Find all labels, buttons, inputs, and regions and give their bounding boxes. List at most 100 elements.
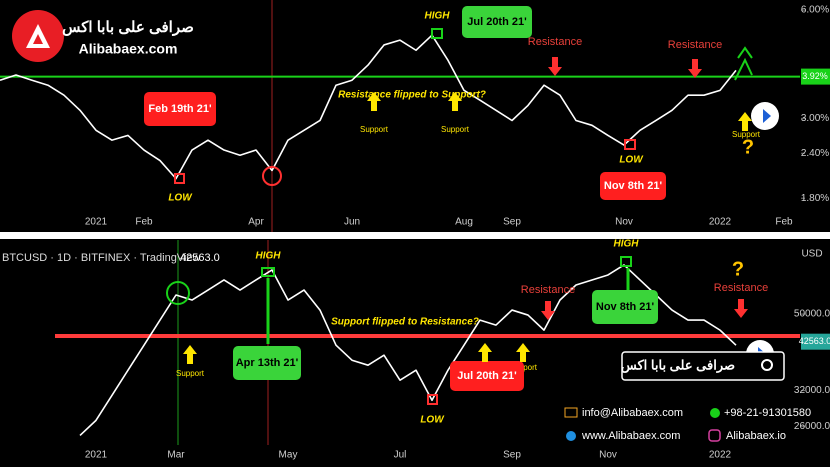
low-marker	[174, 173, 185, 184]
mail-icon	[564, 407, 578, 418]
plot-layer: 6.00% 3.00% 2.40% 1.80% 2021 Feb Apr Jun Aug Sep N…	[0, 5, 830, 461]
y-tick-label: 3.00%	[801, 113, 829, 124]
annotation: ?	[742, 136, 754, 158]
arrow-up	[734, 57, 753, 81]
circle-marker	[262, 166, 282, 186]
callout-box	[600, 172, 666, 200]
markers	[166, 28, 753, 405]
high-marker	[431, 28, 443, 39]
x-tick-label: May	[279, 450, 298, 461]
x-tick-label: Feb	[135, 217, 153, 228]
annotation: ?	[732, 258, 744, 280]
callout-box	[144, 92, 216, 126]
y-tick-label: 50000.0	[794, 309, 830, 320]
annotation: Resistance	[521, 284, 575, 296]
y-tick-label: 6.00%	[801, 5, 829, 16]
y-tick-label: 32000.0	[794, 385, 830, 396]
annotation: LOW	[168, 193, 193, 204]
instagram-icon	[708, 429, 721, 442]
resistance-arrow	[548, 57, 562, 76]
logo	[12, 10, 64, 62]
last-value-box	[801, 333, 830, 350]
high-marker	[620, 256, 632, 267]
callout-text: Nov 8th 21'	[604, 180, 663, 192]
brand-name: صرافی علی بابا اکس	[62, 19, 194, 36]
annotation: Resistance	[714, 282, 768, 294]
search-frame[interactable]	[621, 351, 785, 381]
last-value-label: 42563.0	[799, 336, 830, 346]
annotation: HIGH	[614, 239, 640, 250]
y-tick-label: 26000.0	[794, 421, 830, 432]
price-line	[0, 34, 737, 180]
annotation: Support	[441, 125, 470, 134]
x-tick-label: 2022	[709, 450, 732, 461]
callout-box	[592, 290, 658, 324]
annotation: HIGH	[425, 11, 451, 22]
arrows	[183, 57, 752, 364]
logo-mark	[26, 24, 50, 48]
annotation: Resistance	[528, 36, 582, 48]
last-value-box	[801, 68, 830, 85]
low-marker	[427, 394, 438, 405]
support-arrow	[448, 92, 462, 111]
web-icon	[566, 431, 576, 441]
annotation: Support	[176, 369, 205, 378]
annotation: Support	[360, 125, 389, 134]
x-tick-label: Sep	[503, 217, 521, 228]
callout-text: Apr 13th 21'	[236, 357, 299, 369]
x-tick-label: Jul	[394, 450, 407, 461]
callout-text: Nov 8th 21'	[596, 301, 655, 313]
x-tick-label: Feb	[775, 217, 793, 228]
separator	[0, 232, 830, 239]
callout-text: Jul 20th 21'	[467, 16, 527, 28]
support-arrow	[367, 92, 381, 111]
resistance-arrow	[541, 301, 555, 320]
contact-phone: +98-21-91301580	[724, 407, 811, 419]
last-value-label: 3.92%	[802, 71, 828, 81]
annotation: HIGH	[256, 251, 282, 262]
header-price: 42563.0	[180, 252, 220, 264]
contact-instagram: Alibabaex.io	[726, 430, 786, 442]
search-text: صرافی علی بابا اکس	[621, 357, 735, 373]
annotation: Resistance flipped to Support?	[338, 90, 486, 101]
x-tick-label: 2021	[85, 450, 108, 461]
x-tick-label: Sep	[503, 450, 521, 461]
x-tick-label: Mar	[167, 450, 185, 461]
search-box[interactable]: صرافی علی بابا اکس	[621, 351, 785, 381]
x-tick-label: 2022	[709, 217, 732, 228]
brand: صرافی علی بابا اکس Alibabaex.com	[12, 10, 194, 62]
resistance-arrow	[734, 299, 748, 318]
contact-web: www.Alibabaex.com	[581, 430, 680, 442]
brand-site: Alibabaex.com	[79, 41, 178, 57]
circle-marker	[166, 281, 190, 305]
y-tick-label: 2.40%	[801, 148, 829, 159]
x-tick-label: Nov	[615, 217, 633, 228]
price-line	[79, 264, 737, 436]
callout-text: Feb 19th 21'	[148, 103, 212, 115]
search-icon	[761, 359, 773, 371]
callout-box	[233, 346, 301, 380]
annotation: Support flipped to Resistance?	[331, 317, 479, 328]
annotation: Support	[732, 130, 761, 139]
resistance-arrow	[688, 59, 702, 78]
y-axis-label: USD	[801, 249, 822, 260]
x-tick-label: Apr	[248, 217, 264, 228]
callout-box	[462, 6, 532, 38]
annotation: LOW	[420, 415, 445, 426]
arrow-head	[737, 46, 753, 59]
annotation: LOW	[619, 155, 644, 166]
x-tick-label: Nov	[599, 450, 617, 461]
contact: info@Alibabaex.com +98-21-91301580 www.A…	[564, 407, 811, 442]
annotation: Resistance	[668, 39, 722, 51]
low-marker	[624, 139, 636, 150]
y-tick-label: 1.80%	[801, 193, 829, 204]
x-tick-label: Aug	[455, 217, 473, 228]
high-marker	[261, 267, 275, 277]
callout-text: Jul 20th 21'	[457, 370, 517, 382]
next-icon	[763, 109, 771, 123]
support-arrow	[738, 112, 752, 131]
support-arrow	[183, 345, 197, 364]
x-tick-label: Jun	[344, 217, 360, 228]
support-arrow	[516, 343, 530, 362]
